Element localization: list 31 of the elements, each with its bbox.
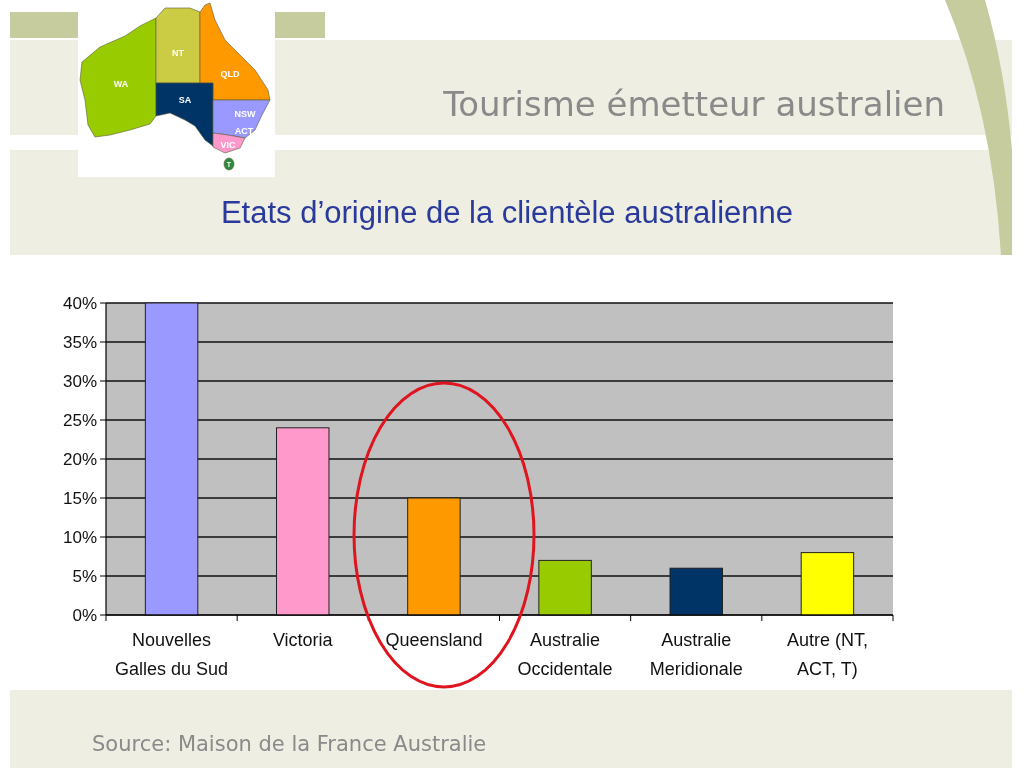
y-tick-label: 10% [62,527,97,547]
y-tick-label: 30% [62,371,97,391]
x-tick-label: Nouvelles Galles du Sud [115,630,229,679]
text: ACT [234,126,254,136]
text: QLD [220,69,240,79]
bar [276,427,330,616]
y-tick-label: 20% [62,449,97,469]
text: WA [113,79,129,89]
text: NT [172,48,185,58]
source-note: Source: Maison de la France Australie [92,732,487,756]
x-tick-label: Queensland [385,630,483,650]
text: VIC [220,140,236,150]
x-tick-label: Australie Meridionale [649,630,743,679]
y-tick-label: 5% [72,566,97,586]
x-tick-label: Victoria [272,630,334,650]
bar [407,497,461,616]
text: SA [178,95,192,105]
text: NSW [234,109,256,119]
y-tick-label: 25% [62,410,97,430]
chart-title: Tourisme émetteur australien [442,84,945,124]
x-tick-label: Autre (NT, ACT, T) [786,630,868,679]
y-tick-label: 15% [62,488,97,508]
y-tick-label: 0% [72,605,97,625]
bar [669,567,723,616]
x-tick-label: Australie Occidentale [517,630,613,679]
chart-subtitle: Etats d’origine de la clientèle australienne [220,195,794,230]
y-tick-label: 35% [62,332,97,352]
y-tick-label: 40% [62,293,97,313]
bar [144,302,199,616]
bar [800,552,855,616]
bar [538,559,592,616]
